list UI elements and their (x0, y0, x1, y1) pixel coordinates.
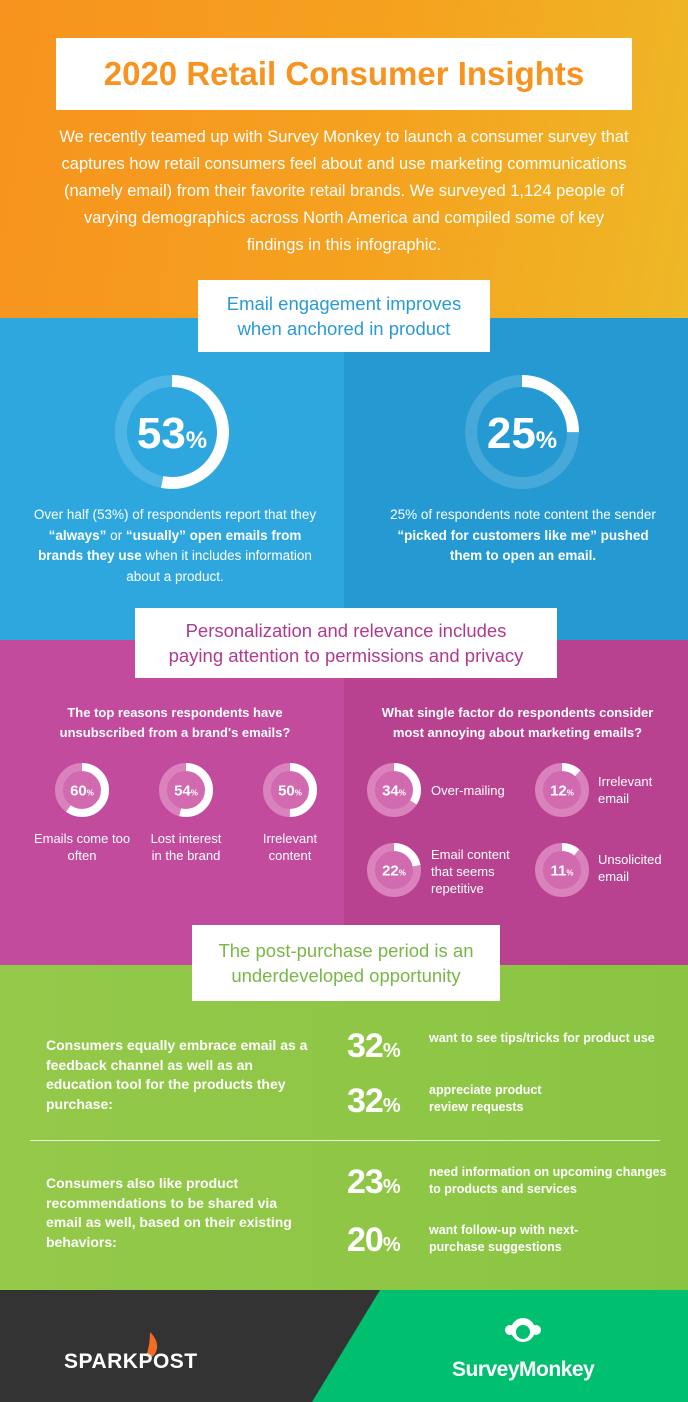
engagement-bg (0, 318, 688, 640)
value: 22 (382, 862, 399, 879)
group-text: Consumers equally embrace email as a fee… (46, 1037, 308, 1112)
stat-text: Over half (53%) of respondents report th… (30, 505, 320, 587)
stat-text: 25% of respondents note content the send… (388, 505, 658, 567)
unit: % (382, 1040, 401, 1062)
unit: % (399, 868, 406, 877)
donut-value: 60% (70, 782, 94, 799)
item-label: Over-mailing (431, 783, 505, 798)
unit: % (191, 788, 198, 797)
donut-value: 54% (174, 782, 198, 799)
unit: % (536, 427, 557, 454)
item-label: Irrelevant email (598, 774, 653, 806)
unit: % (566, 868, 573, 877)
unit: % (186, 427, 207, 454)
text: “always” (48, 527, 107, 543)
text: Over half (53%) of respondents report th… (33, 507, 317, 522)
donut-arc (367, 843, 421, 897)
donut-arc (115, 375, 229, 489)
donut-value: 53% (137, 409, 207, 458)
heading-line: Email engagement improves (226, 293, 462, 314)
unit: % (382, 1095, 401, 1117)
donut-value: 50% (278, 782, 302, 799)
donut-value: 22% (382, 862, 406, 879)
section-heading: The post-purchase period is an underdeve… (192, 925, 500, 1001)
donut-value: 12% (550, 782, 574, 799)
text: 25% of respondents note content the send… (390, 507, 656, 522)
heading-line: paying attention to permissions and priv… (168, 645, 524, 666)
intro: We recently teamed up with Survey Monkey… (59, 128, 629, 254)
item-label: Unsolicited email (598, 852, 662, 884)
heading-line: underdeveloped opportunity (231, 965, 461, 986)
value: 32 (347, 1082, 384, 1120)
text: when it includes information about a pro… (126, 548, 312, 584)
value: 34 (382, 782, 399, 799)
donut-value: 34% (382, 782, 406, 799)
text: “usually” (125, 527, 186, 543)
post-purchase-bg (0, 965, 688, 1290)
donut-disk (535, 843, 589, 897)
item-label: Email content that seems repetitive (431, 847, 510, 896)
value: 12 (550, 782, 567, 799)
value: 23 (347, 1163, 384, 1201)
stat-label: need information on upcoming changes to … (429, 1165, 667, 1196)
value: 50 (278, 782, 295, 799)
surveymonkey-logo: SurveyMonkey (452, 1358, 595, 1381)
question: What single factor do respondents consid… (381, 705, 654, 740)
stat-number: 32% (347, 1027, 401, 1066)
value: 60 (70, 782, 87, 799)
unit: % (399, 788, 406, 797)
divider (30, 1140, 660, 1141)
unit: % (567, 788, 574, 797)
title: 2020 Retail Consumer Insights (56, 38, 632, 110)
donut-arc (55, 763, 109, 817)
text: pushed them to open an email. (449, 527, 649, 564)
text: or (106, 527, 126, 543)
unit: % (295, 788, 302, 797)
donut-arc (535, 763, 589, 817)
footer-bg (0, 1290, 688, 1402)
stat-number: 32% (347, 1082, 401, 1121)
donut-arc (367, 763, 421, 817)
heading-line: Personalization and relevance includes (185, 620, 507, 641)
unit: % (382, 1234, 401, 1256)
item-label: Lost interest in the brand (150, 831, 222, 863)
question: The top reasons respondents have unsubsc… (59, 705, 291, 740)
heading-line: The post-purchase period is an (218, 940, 474, 961)
unit: % (87, 788, 94, 797)
stat-number: 23% (347, 1163, 401, 1202)
donut-arc (263, 763, 317, 817)
text: open emails from brands they use (38, 527, 302, 564)
donut-disk (535, 763, 589, 817)
stat-number: 20% (347, 1221, 401, 1260)
stat-label: want to see tips/tricks for product use (429, 1031, 655, 1045)
value: 11 (551, 862, 567, 879)
text: “picked for customers like me” (397, 527, 597, 543)
sparkpost-logo: SPARKPOST (64, 1350, 198, 1373)
stat-label: appreciate product review requests (429, 1083, 542, 1114)
heading-line: when anchored in product (237, 318, 451, 339)
donut-value: 25% (487, 409, 557, 458)
item-label: Irrelevant content (262, 831, 318, 863)
section-heading: Email engagement improves when anchored … (198, 280, 490, 352)
donut-arc (465, 375, 579, 489)
value: 32 (347, 1027, 384, 1065)
value: 53 (137, 409, 186, 458)
group-text: Consumers also like product recommendati… (46, 1175, 292, 1250)
donut-arc (159, 763, 213, 817)
donut-arc (535, 843, 589, 897)
value: 25 (487, 409, 536, 458)
item-label: Emails come too often (33, 831, 131, 863)
value: 20 (347, 1221, 384, 1259)
stat-label: want follow-up with next-purchase sugges… (429, 1223, 579, 1254)
unit: % (382, 1176, 401, 1198)
value: 54 (174, 782, 191, 799)
section-heading: Personalization and relevance includes p… (135, 608, 557, 678)
donut-value: 11% (551, 862, 574, 879)
